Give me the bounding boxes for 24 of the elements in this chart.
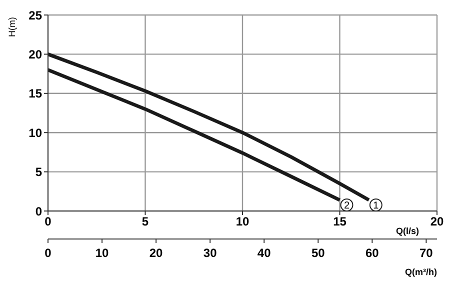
y-tick-label: 5 — [35, 165, 42, 180]
x-tick-label: 15 — [333, 214, 347, 229]
x2-tick-label: 50 — [311, 246, 326, 260]
y-tick-label: 25 — [28, 8, 42, 22]
x-axis-title: Q(l/s) — [396, 226, 419, 236]
x2-tick-label: 0 — [44, 246, 52, 260]
y-tick-label: 15 — [28, 86, 42, 101]
y-tick-label: 10 — [28, 126, 42, 140]
x2-axis-title: Q(m³/h) — [405, 267, 437, 277]
x-tick-label: 5 — [142, 214, 149, 229]
x-tick-label: 10 — [236, 214, 250, 229]
legend-label: 1 — [373, 200, 380, 212]
x2-tick-label: 30 — [203, 246, 218, 260]
series-label: 2 — [344, 200, 350, 212]
x-tick-label: 0 — [44, 214, 52, 229]
x2-tick-label: 60 — [365, 246, 380, 260]
x2-tick-label: 40 — [257, 246, 272, 260]
x-tick-label: 20 — [430, 214, 444, 229]
x2-tick-label: 10 — [95, 246, 110, 260]
x2-tick-label: 70 — [420, 246, 434, 260]
y-tick-label: 20 — [28, 47, 42, 62]
y-tick-label: 0 — [35, 204, 42, 218]
y-axis-title: H(m) — [7, 17, 17, 37]
x2-tick-label: 20 — [149, 246, 164, 260]
